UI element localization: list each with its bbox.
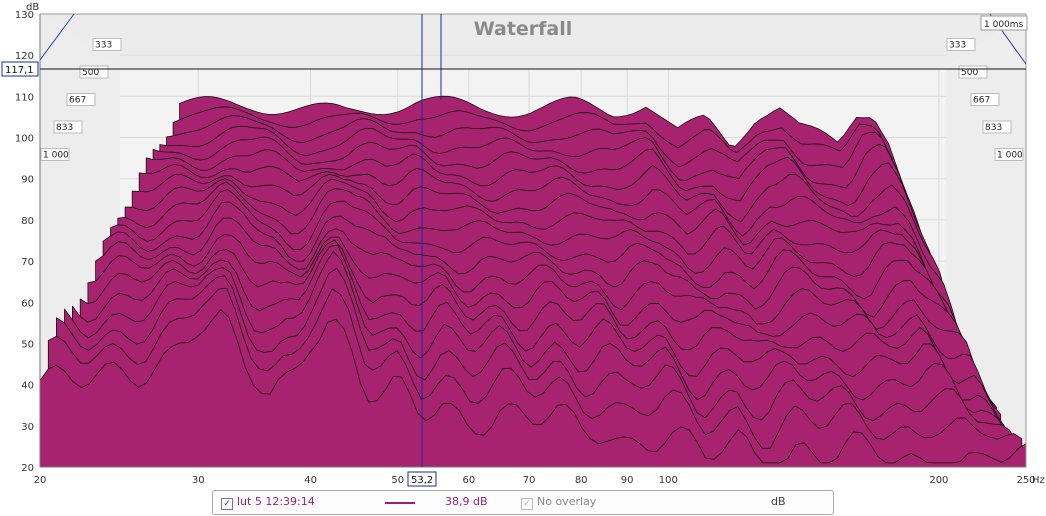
x-tick-label: 60: [463, 475, 476, 486]
x-tick-label: 70: [523, 475, 536, 486]
cursor-y-readout: 117,1: [5, 65, 34, 76]
time-label-left: 833: [56, 123, 73, 133]
chart-title: Waterfall: [474, 18, 573, 40]
time-end-box: [980, 15, 1028, 31]
time-axis-end-label: 1 000ms: [984, 20, 1024, 30]
x-tick-label: 40: [304, 475, 317, 486]
x-tick-label: 250: [1016, 475, 1035, 486]
x-tick-label: 30: [192, 475, 205, 486]
time-label-box-left: [53, 120, 83, 134]
waterfall-slice: [39, 309, 1027, 468]
waterfall-chart[interactable]: Waterfall dB 20 30 40 50 60 70 80 90 100 110 120 13…: [0, 0, 1046, 490]
time-label-right: 833: [985, 123, 1002, 133]
y-tick-label: 50: [21, 339, 34, 350]
x-tick-label: 20: [34, 475, 47, 486]
time-label-box-right: [946, 38, 976, 51]
left-diagonal: [39, 13, 75, 61]
measurement-label: lut 5 12:39:14: [237, 495, 315, 508]
unit-label-wrap: dB: [771, 495, 786, 508]
measurement-toggle[interactable]: ✓ lut 5 12:39:14: [221, 495, 315, 510]
x-tick-label: 90: [621, 475, 634, 486]
y-tick-label: 60: [21, 298, 34, 309]
y-tick-label: 80: [21, 216, 34, 227]
measurement-color-swatch: [385, 502, 415, 504]
time-label-left: 667: [69, 96, 86, 106]
overlay-toggle[interactable]: ✓ No overlay: [521, 495, 596, 510]
measurement-checkbox[interactable]: ✓: [221, 498, 233, 510]
time-label-left: 333: [95, 41, 112, 51]
time-label-right: 500: [961, 68, 978, 78]
y-tick-label: 100: [15, 134, 34, 145]
time-label-left: 500: [82, 68, 99, 78]
y-tick-label: 120: [15, 51, 34, 62]
legend-bar: ✓ lut 5 12:39:14 38,9 dB ✓ No overlay dB: [212, 490, 834, 515]
y-tick-label: 90: [21, 175, 34, 186]
x-tick-label: 200: [929, 475, 948, 486]
time-label-box-right: [982, 120, 1012, 134]
y-tick-label: 110: [15, 92, 34, 103]
time-label-box-right: [970, 93, 1000, 106]
x-axis-unit: Hz: [1032, 475, 1045, 486]
time-label-left: 1 000: [43, 151, 69, 161]
measurement-value-text: 38,9 dB: [445, 495, 488, 508]
y-tick-label: 40: [21, 381, 34, 392]
time-label-right: 1 000: [997, 151, 1023, 161]
time-label-right: 667: [973, 96, 990, 106]
cursor-x-readout-box: [407, 471, 437, 487]
y-tick-label: 70: [21, 257, 34, 268]
cursor-x-readout: 53,2: [411, 475, 433, 486]
y-tick-label: 20: [21, 463, 34, 474]
y-tick-label: 30: [21, 422, 34, 433]
waterfall-slices: [39, 95, 1027, 468]
time-label-box-right: [994, 148, 1024, 161]
time-label-box-left: [92, 38, 122, 51]
y-tick-label: 130: [15, 10, 34, 21]
time-label-box-left: [40, 148, 70, 161]
time-label-box-left: [66, 93, 96, 106]
x-tick-label: 100: [659, 475, 678, 486]
overlay-label: No overlay: [537, 495, 597, 508]
overlay-checkbox[interactable]: ✓: [521, 498, 533, 510]
cursor-y-readout-box: [1, 61, 39, 77]
time-label-right: 333: [949, 41, 966, 51]
x-tick-label: 50: [391, 475, 404, 486]
measurement-value: 38,9 dB: [445, 495, 488, 508]
unit-label: dB: [771, 495, 786, 508]
y-axis-ticks: 20 30 40 50 60 70 80 90 100 110 120 130: [15, 10, 34, 474]
x-axis-ticks: 20 30 40 50 60 70 80 90 100 200 250: [34, 475, 1036, 486]
back-wall: [40, 14, 1026, 68]
y-axis-label: dB: [26, 2, 39, 13]
x-tick-label: 80: [575, 475, 588, 486]
